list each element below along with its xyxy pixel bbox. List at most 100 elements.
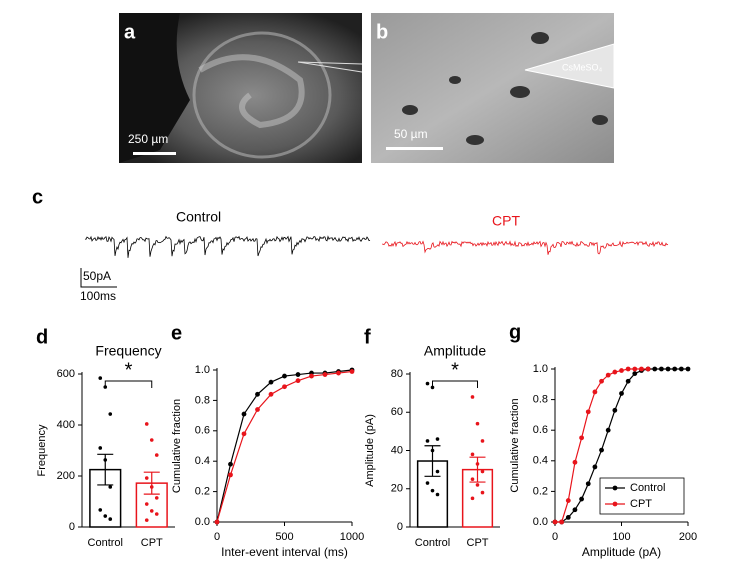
legend-marker: [612, 501, 618, 507]
significance-bracket: [104, 380, 153, 388]
scale-bar: [80, 268, 117, 288]
y-tick-label: 0.6: [195, 425, 210, 437]
data-point: [241, 431, 247, 437]
x-tick-label: 0: [552, 531, 558, 543]
pipette: [297, 61, 363, 65]
micrograph-b: [371, 13, 614, 163]
chart-title: Frequency: [95, 343, 161, 359]
slice-outline: [192, 31, 332, 159]
data-point: [579, 435, 584, 441]
data-point: [103, 458, 108, 462]
cells: [402, 32, 608, 145]
x-tick-label: Control: [415, 537, 450, 549]
data-point: [672, 366, 678, 372]
data-point: [645, 366, 651, 372]
data-point: [241, 411, 247, 417]
data-point: [430, 448, 435, 453]
y-tick-label: 1.0: [195, 364, 210, 376]
data-point: [268, 379, 274, 385]
data-point: [619, 391, 624, 396]
data-point: [619, 368, 624, 373]
data-point: [592, 464, 598, 470]
data-point: [480, 439, 485, 443]
y-tick-label: 0: [69, 521, 75, 533]
y-tick-label: 600: [57, 368, 75, 380]
data-point: [565, 498, 571, 503]
data-point: [565, 515, 571, 520]
data-point: [282, 373, 287, 379]
error-bar: [143, 471, 160, 495]
y-tick-label: 0.2: [195, 486, 210, 498]
shadow: [119, 13, 190, 163]
data-point: [282, 384, 287, 390]
y-axis-label: Amplitude (pA): [364, 414, 376, 487]
y-tick-label: 60: [391, 406, 403, 418]
legend-box: [599, 477, 685, 515]
data-point: [425, 481, 430, 485]
data-point: [470, 496, 475, 501]
series-line: [216, 369, 353, 523]
y-tick-label: 20: [391, 483, 403, 495]
series-line: [216, 370, 353, 523]
panel-label: d: [36, 326, 48, 348]
data-point: [435, 469, 440, 474]
data-point: [475, 462, 480, 466]
data-point: [612, 407, 618, 413]
data-point: [98, 446, 103, 450]
data-point: [255, 391, 260, 397]
hippocampus: [198, 54, 305, 129]
data-point: [336, 370, 341, 376]
significance: *: [451, 359, 459, 381]
panel-label: g: [509, 321, 521, 343]
significance-bracket: [432, 380, 478, 388]
scale-label: 100ms: [80, 289, 116, 303]
error-bar: [469, 456, 486, 483]
data-point: [144, 518, 149, 522]
data-point: [435, 437, 440, 441]
y-tick-label: 400: [57, 419, 75, 431]
data-point: [322, 372, 328, 377]
data-point: [295, 378, 301, 384]
data-point: [612, 369, 618, 375]
scale-label: 50 µm: [394, 127, 428, 141]
y-tick-label: 200: [57, 470, 75, 482]
y-axis-label: Cumulative fraction: [509, 398, 521, 492]
panel-label: f: [364, 326, 371, 348]
y-tick-label: 0.4: [533, 455, 548, 467]
data-point: [144, 476, 149, 480]
data-point: [309, 373, 314, 379]
data-point: [480, 469, 485, 474]
y-tick-label: 0.0: [533, 516, 548, 528]
y-axis-label: Cumulative fraction: [171, 399, 183, 493]
data-point: [98, 508, 103, 512]
data-point: [678, 366, 684, 372]
data-point: [470, 395, 475, 399]
data-point: [599, 378, 604, 384]
data-point: [425, 381, 430, 386]
data-point: [228, 472, 233, 478]
y-tick-label: 0.8: [195, 394, 210, 406]
x-tick-label: 100: [612, 531, 630, 543]
data-point: [435, 492, 440, 497]
x-tick-label: 0: [214, 531, 220, 543]
data-point: [268, 391, 274, 397]
data-point: [639, 366, 644, 372]
chart-title: Amplitude: [424, 343, 486, 359]
y-tick-label: 0.8: [533, 394, 548, 406]
data-point: [559, 519, 565, 525]
y-tick-label: 0.2: [533, 485, 548, 497]
y-tick-label: 0.6: [533, 424, 548, 436]
x-tick-label: 1000: [340, 531, 364, 543]
data-point: [632, 366, 638, 372]
data-point: [659, 366, 664, 372]
data-point: [665, 366, 671, 372]
data-point: [149, 485, 154, 489]
data-point: [425, 439, 430, 443]
scale-bar: [133, 152, 176, 155]
x-tick-label: CPT: [467, 537, 489, 549]
panel-label: e: [171, 322, 182, 344]
data-point: [154, 453, 159, 457]
data-point: [475, 421, 480, 426]
